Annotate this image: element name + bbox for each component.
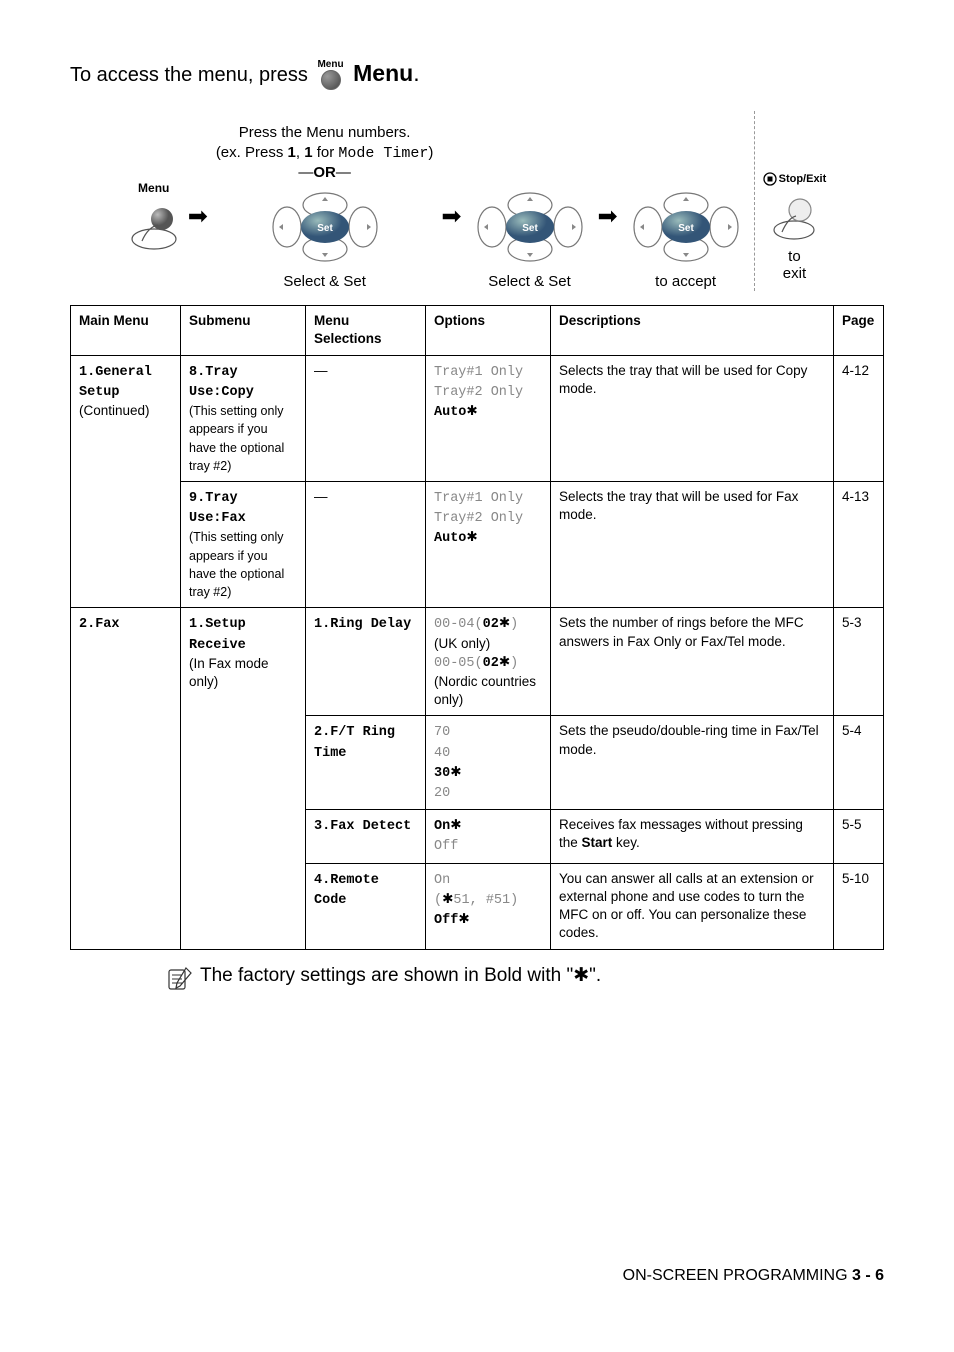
- options-cell: On✱Off: [426, 810, 551, 863]
- description-cell: Selects the tray that will be used for C…: [551, 355, 834, 481]
- svg-text:Set: Set: [678, 223, 694, 234]
- selection-cell: —: [306, 481, 426, 607]
- arrow-icon: ➡: [441, 202, 461, 231]
- note-icon: [166, 964, 194, 992]
- page-cell: 4-12: [834, 355, 884, 481]
- menu-small-label: Menu: [138, 181, 169, 197]
- selection-cell: —: [306, 355, 426, 481]
- diagram-stop-col: Stop/Exit toexit: [763, 120, 827, 282]
- press-numbers-text: Press the Menu numbers.: [239, 123, 411, 143]
- selection-cell: 1.Ring Delay: [306, 608, 426, 716]
- table-row: 1.General Setup(Continued) 8.Tray Use:Co…: [71, 355, 884, 481]
- navpad-icon: Set: [626, 187, 746, 267]
- navpad-icon: Set: [265, 187, 385, 267]
- menu-circle-icon: [321, 70, 341, 90]
- options-cell: On(✱51, #51)Off✱: [426, 863, 551, 949]
- select-set-1: Select & Set: [283, 273, 366, 290]
- page-footer: ON-SCREEN PROGRAMMING 3 - 6: [70, 1267, 884, 1285]
- main-menu-cell: 2.Fax: [71, 608, 181, 949]
- stop-icon: [763, 172, 777, 186]
- example-text: (ex. Press 1, 1 for Mode Timer): [216, 143, 434, 164]
- menu-table: Main Menu Submenu Menu Selections Option…: [70, 305, 884, 949]
- stop-exit-label: Stop/Exit: [763, 172, 827, 186]
- factory-settings-note: The factory settings are shown in Bold w…: [200, 964, 884, 987]
- menu-icon-label: Menu: [317, 59, 343, 70]
- table-row: 2.Fax 1.Setup Receive(In Fax mode only) …: [71, 608, 884, 716]
- navpad-icon: Set: [470, 187, 590, 267]
- table-header-row: Main Menu Submenu Menu Selections Option…: [71, 306, 884, 355]
- table-row: 9.Tray Use:Fax(This setting only appears…: [71, 481, 884, 607]
- page-cell: 5-10: [834, 863, 884, 949]
- options-cell: 00-04(02✱)(UK only)00-05(02✱)(Nordic cou…: [426, 608, 551, 716]
- access-prefix: To access the menu, press: [70, 64, 308, 86]
- svg-text:Set: Set: [317, 223, 333, 234]
- page-cell: 5-4: [834, 716, 884, 810]
- access-instruction: To access the menu, press Menu Menu.: [70, 60, 884, 91]
- page-cell: 5-5: [834, 810, 884, 863]
- description-cell: Sets the pseudo/double-ring time in Fax/…: [551, 716, 834, 810]
- or-text: —OR—: [298, 163, 351, 183]
- dashed-divider: [754, 111, 755, 291]
- th-desc: Descriptions: [551, 306, 834, 355]
- selection-cell: 2.F/T Ring Time: [306, 716, 426, 810]
- selection-cell: 3.Fax Detect: [306, 810, 426, 863]
- submenu-cell: 9.Tray Use:Fax(This setting only appears…: [181, 481, 306, 607]
- arrow-icon: ➡: [598, 202, 618, 231]
- description-cell: You can answer all calls at an extension…: [551, 863, 834, 949]
- menu-word: Menu: [353, 60, 413, 86]
- navigation-diagram: Menu ➡ Press the Menu numbers. (ex. Pres…: [70, 111, 884, 291]
- description-cell: Sets the number of rings before the MFC …: [551, 608, 834, 716]
- to-accept: to accept: [655, 273, 716, 290]
- description-cell: Selects the tray that will be used for F…: [551, 481, 834, 607]
- th-main: Main Menu: [71, 306, 181, 355]
- options-cell: Tray#1 OnlyTray#2 OnlyAuto✱: [426, 355, 551, 481]
- th-sub: Submenu: [181, 306, 306, 355]
- footer-text: ON-SCREEN PROGRAMMING: [623, 1267, 852, 1284]
- options-cell: Tray#1 OnlyTray#2 OnlyAuto✱: [426, 481, 551, 607]
- page-cell: 4-13: [834, 481, 884, 607]
- options-cell: 704030✱20: [426, 716, 551, 810]
- description-cell: Receives fax messages without pressing t…: [551, 810, 834, 863]
- main-menu-cell: 1.General Setup(Continued): [71, 355, 181, 608]
- th-page: Page: [834, 306, 884, 355]
- star-icon: ✱: [573, 965, 589, 986]
- submenu-cell: 1.Setup Receive(In Fax mode only): [181, 608, 306, 949]
- diagram-menu-col: Menu: [128, 127, 180, 276]
- menu-button-icon: [128, 201, 180, 253]
- th-opt: Options: [426, 306, 551, 355]
- footer-page: 3 - 6: [852, 1267, 884, 1284]
- menu-button-icon-inline: Menu: [317, 60, 343, 91]
- to-exit: toexit: [783, 248, 806, 282]
- stop-button-icon: [770, 194, 818, 242]
- diagram-navpad-1: Press the Menu numbers. (ex. Press 1, 1 …: [216, 113, 434, 290]
- submenu-cell: 8.Tray Use:Copy(This setting only appear…: [181, 355, 306, 481]
- svg-text:Set: Set: [522, 223, 538, 234]
- page-cell: 5-3: [834, 608, 884, 716]
- diagram-navpad-3: Set to accept: [626, 113, 746, 290]
- selection-cell: 4.Remote Code: [306, 863, 426, 949]
- arrow-icon: ➡: [188, 202, 208, 231]
- diagram-navpad-2: Set Select & Set: [470, 113, 590, 290]
- select-set-2: Select & Set: [488, 273, 571, 290]
- th-sel: Menu Selections: [306, 306, 426, 355]
